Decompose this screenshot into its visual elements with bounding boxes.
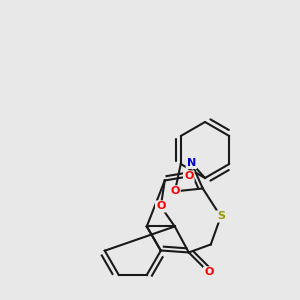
Text: S: S [217, 212, 225, 221]
Text: O: O [184, 172, 194, 182]
Text: O: O [156, 202, 166, 212]
Text: O: O [204, 268, 214, 278]
Text: N: N [187, 158, 196, 168]
Text: O: O [170, 186, 180, 197]
